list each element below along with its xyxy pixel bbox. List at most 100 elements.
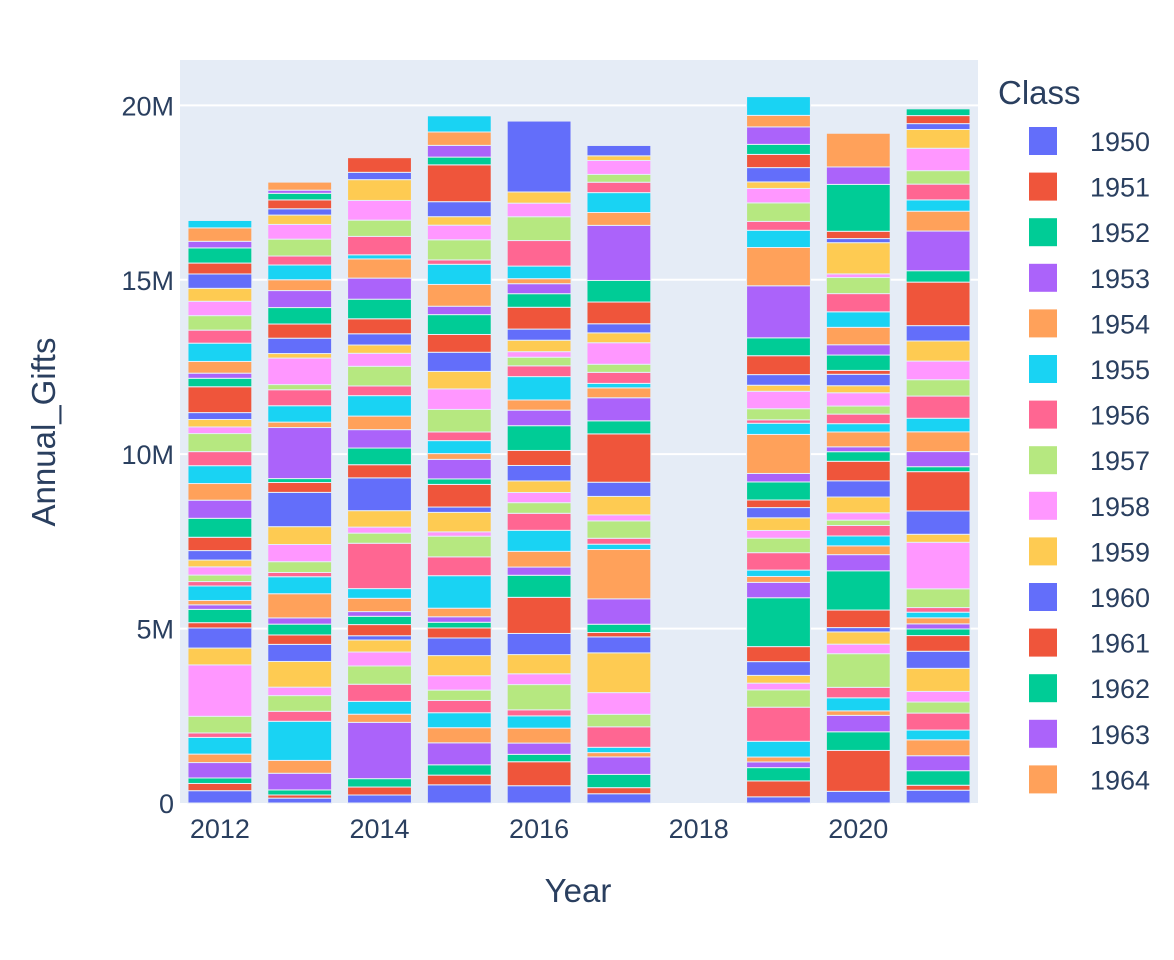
legend-swatch[interactable] bbox=[1029, 446, 1057, 475]
bar-segment[interactable] bbox=[825, 344, 891, 356]
bar-segment[interactable] bbox=[347, 254, 412, 260]
bar-segment[interactable] bbox=[267, 660, 333, 688]
bar-segment[interactable] bbox=[347, 700, 412, 715]
bar-segment[interactable] bbox=[905, 623, 971, 630]
legend-label[interactable]: 1957 bbox=[1090, 446, 1150, 476]
bar-segment[interactable] bbox=[426, 351, 492, 372]
bar-segment[interactable] bbox=[187, 273, 253, 289]
bar-segment[interactable] bbox=[905, 784, 971, 791]
bar-segment[interactable] bbox=[746, 517, 811, 531]
bar-segment[interactable] bbox=[347, 318, 412, 335]
bar-segment[interactable] bbox=[825, 460, 891, 482]
bar-segment[interactable] bbox=[746, 114, 811, 128]
legend-swatch[interactable] bbox=[1029, 218, 1057, 247]
bar-segment[interactable] bbox=[586, 159, 652, 175]
bar-segment[interactable] bbox=[347, 713, 412, 723]
bar-segment[interactable] bbox=[825, 570, 891, 611]
bar-segment[interactable] bbox=[506, 351, 572, 358]
bar-segment[interactable] bbox=[187, 247, 253, 264]
bar-segment[interactable] bbox=[267, 323, 333, 339]
bar-segment[interactable] bbox=[187, 329, 253, 344]
bar-segment[interactable] bbox=[586, 173, 652, 183]
bar-segment[interactable] bbox=[586, 756, 652, 775]
bar-segment[interactable] bbox=[267, 264, 333, 281]
bar-segment[interactable] bbox=[267, 797, 333, 804]
bar-segment[interactable] bbox=[746, 153, 811, 169]
legend-label[interactable]: 1960 bbox=[1090, 583, 1150, 613]
bar-segment[interactable] bbox=[586, 549, 652, 600]
legend-swatch[interactable] bbox=[1029, 537, 1057, 566]
bar-segment[interactable] bbox=[187, 581, 253, 587]
bar-segment[interactable] bbox=[426, 263, 492, 285]
bar-segment[interactable] bbox=[347, 683, 412, 702]
bar-segment[interactable] bbox=[746, 507, 811, 519]
bar-segment[interactable] bbox=[506, 356, 572, 367]
legend-label[interactable]: 1953 bbox=[1090, 264, 1150, 294]
bar-segment[interactable] bbox=[586, 144, 652, 157]
bar-segment[interactable] bbox=[905, 128, 971, 149]
bar-segment[interactable] bbox=[267, 686, 333, 697]
bar-segment[interactable] bbox=[746, 796, 811, 804]
bar-segment[interactable] bbox=[267, 478, 333, 484]
bar-segment[interactable] bbox=[426, 535, 492, 558]
bar-segment[interactable] bbox=[267, 561, 333, 573]
bar-segment[interactable] bbox=[426, 784, 492, 804]
bar-segment[interactable] bbox=[506, 512, 572, 531]
bar-segment[interactable] bbox=[586, 752, 652, 758]
bar-segment[interactable] bbox=[347, 344, 412, 354]
bar-segment[interactable] bbox=[905, 611, 971, 619]
bar-segment[interactable] bbox=[426, 408, 492, 433]
bar-segment[interactable] bbox=[267, 255, 333, 266]
bar-segment[interactable] bbox=[187, 550, 253, 561]
bar-segment[interactable] bbox=[746, 537, 811, 554]
bar-segment[interactable] bbox=[746, 569, 811, 577]
bar-segment[interactable] bbox=[426, 478, 492, 485]
bar-segment[interactable] bbox=[905, 770, 971, 786]
bar-segment[interactable] bbox=[347, 352, 412, 367]
bar-segment[interactable] bbox=[347, 665, 412, 685]
bar-segment[interactable] bbox=[506, 785, 572, 804]
bar-segment[interactable] bbox=[506, 742, 572, 755]
bar-segment[interactable] bbox=[586, 514, 652, 522]
legend-swatch[interactable] bbox=[1029, 400, 1057, 429]
bar-segment[interactable] bbox=[267, 576, 333, 595]
bar-segment[interactable] bbox=[825, 423, 891, 433]
bar-segment[interactable] bbox=[506, 502, 572, 514]
bar-segment[interactable] bbox=[347, 385, 412, 397]
bar-segment[interactable] bbox=[905, 628, 971, 637]
bar-segment[interactable] bbox=[586, 332, 652, 344]
bar-segment[interactable] bbox=[905, 395, 971, 419]
bar-segment[interactable] bbox=[187, 517, 253, 538]
bar-segment[interactable] bbox=[426, 637, 492, 657]
bar-segment[interactable] bbox=[586, 155, 652, 161]
bar-segment[interactable] bbox=[347, 235, 412, 256]
bar-segment[interactable] bbox=[267, 526, 333, 545]
legend-swatch[interactable] bbox=[1029, 628, 1057, 657]
bar-segment[interactable] bbox=[426, 156, 492, 166]
bar-segment[interactable] bbox=[267, 208, 333, 216]
bar-segment[interactable] bbox=[825, 326, 891, 346]
bar-segment[interactable] bbox=[426, 689, 492, 701]
bar-segment[interactable] bbox=[347, 588, 412, 599]
bar-segment[interactable] bbox=[905, 417, 971, 433]
legend-label[interactable]: 1955 bbox=[1090, 355, 1150, 385]
bar-segment[interactable] bbox=[506, 399, 572, 411]
bar-segment[interactable] bbox=[267, 405, 333, 423]
bar-segment[interactable] bbox=[187, 227, 253, 242]
bar-segment[interactable] bbox=[187, 585, 253, 601]
bar-segment[interactable] bbox=[187, 608, 253, 624]
bar-segment[interactable] bbox=[347, 721, 412, 780]
bar-segment[interactable] bbox=[746, 575, 811, 583]
bar-segment[interactable] bbox=[905, 325, 971, 342]
bar-segment[interactable] bbox=[347, 477, 412, 512]
bar-segment[interactable] bbox=[586, 692, 652, 715]
bar-segment[interactable] bbox=[426, 742, 492, 766]
bar-segment[interactable] bbox=[426, 774, 492, 786]
bar-segment[interactable] bbox=[506, 684, 572, 711]
bar-stack-2019[interactable] bbox=[746, 96, 811, 804]
bar-segment[interactable] bbox=[506, 632, 572, 656]
legend-label[interactable]: 1954 bbox=[1090, 309, 1150, 339]
bar-stack-2016[interactable] bbox=[506, 120, 572, 804]
bar-segment[interactable] bbox=[586, 224, 652, 281]
bar-segment[interactable] bbox=[506, 278, 572, 285]
